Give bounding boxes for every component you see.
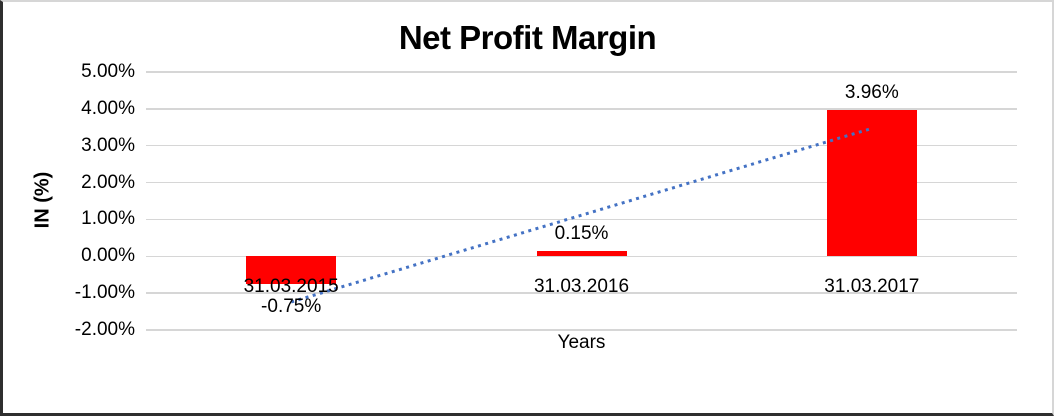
bar-31.03.2016 (536, 250, 627, 257)
gridline (146, 71, 1017, 73)
data-label: -0.75% (261, 295, 322, 317)
gridline (146, 329, 1017, 331)
gridline (146, 108, 1017, 110)
category-label: 31.03.2017 (824, 276, 920, 298)
y-axis-tick-label: -1.00% (74, 282, 135, 304)
y-axis-tick-label: 1.00% (81, 208, 135, 230)
y-axis-tick-label: 5.00% (81, 61, 135, 82)
data-label: 3.96% (844, 82, 899, 104)
data-label: 0.15% (554, 222, 609, 244)
x-axis-title: Years (557, 332, 606, 353)
category-label: 31.03.2015 (243, 276, 339, 298)
y-axis-tick-label: 3.00% (81, 134, 135, 156)
y-axis-tick-label: 4.00% (81, 97, 135, 119)
y-axis-tick-label: 0.00% (81, 245, 135, 267)
bar-31.03.2017 (826, 110, 917, 257)
y-axis-tick-label: -2.00% (74, 319, 135, 340)
chart-title: Net Profit Margin (398, 19, 657, 56)
category-label: 31.03.2016 (533, 276, 630, 298)
y-axis-tick-label: 2.00% (81, 171, 135, 193)
